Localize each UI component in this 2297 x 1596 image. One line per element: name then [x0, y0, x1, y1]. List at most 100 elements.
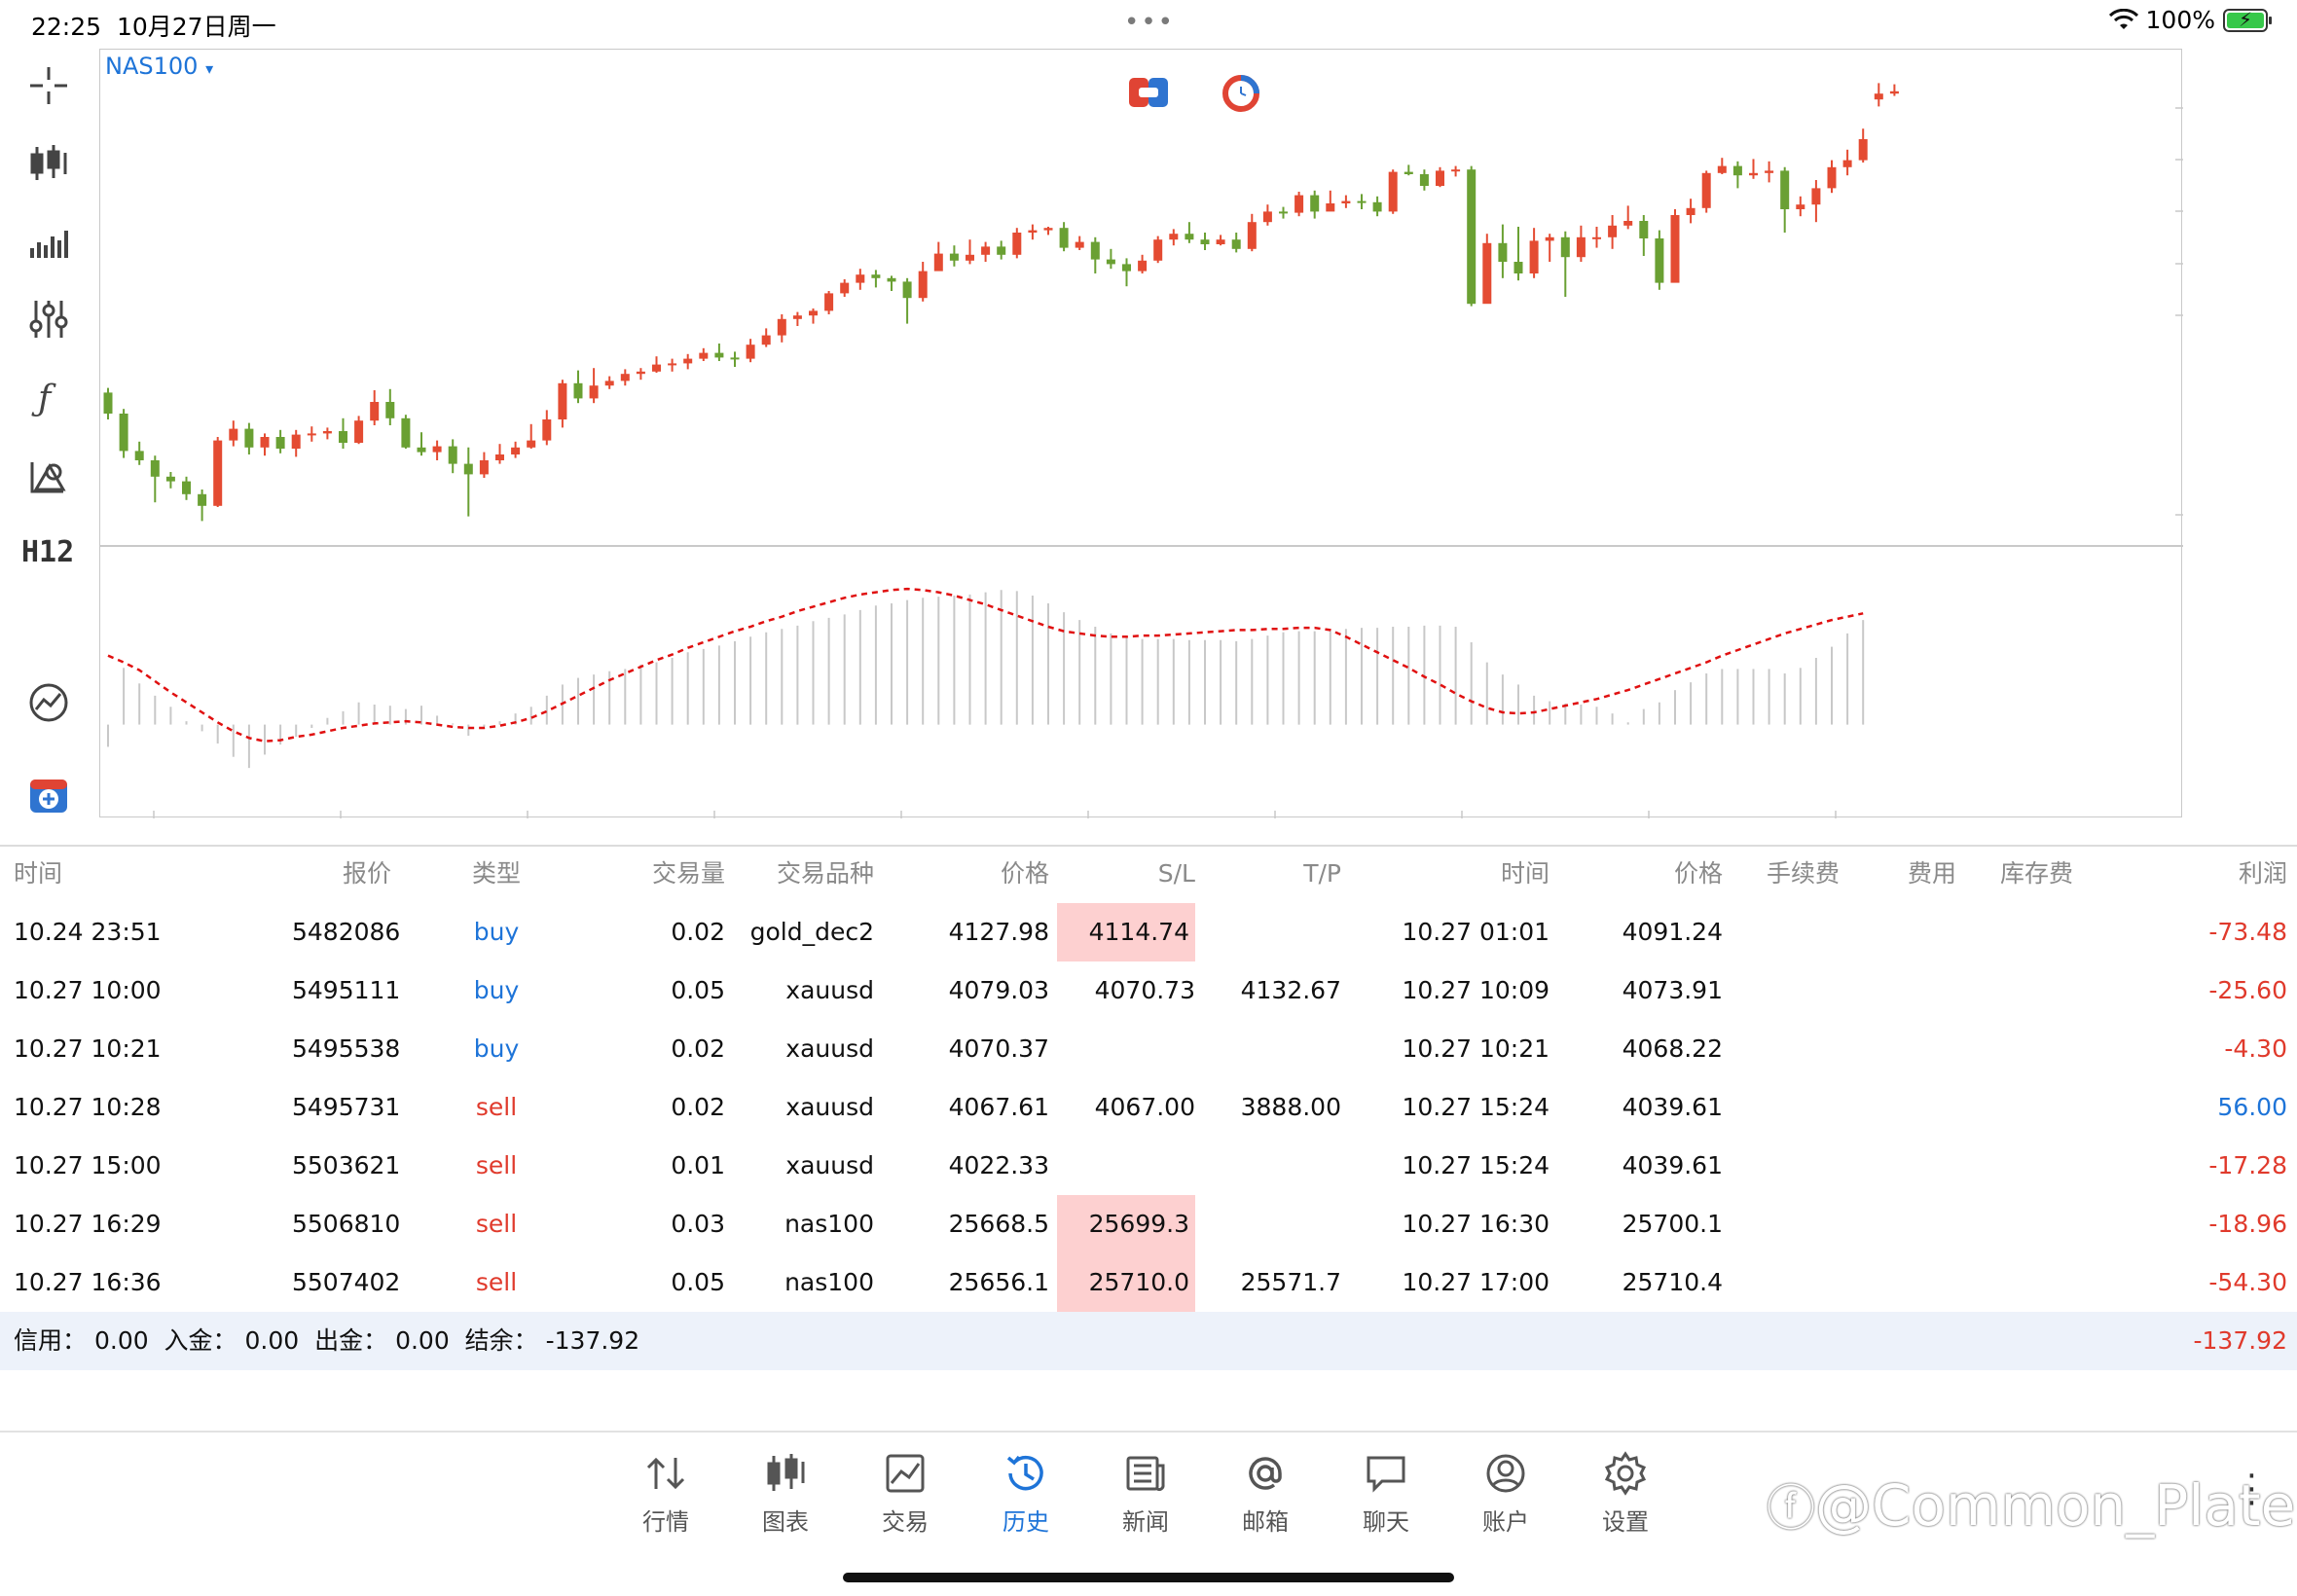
candle — [1858, 128, 1868, 163]
header-close-price[interactable]: 价格 — [1673, 859, 1723, 888]
one-click-trading-icon[interactable] — [1129, 76, 1168, 109]
tab-label: 行情 — [642, 1508, 689, 1536]
table-row[interactable]: 10.27 16:29 5506810 sell 0.03 nas100 25668.5 2… — [0, 1195, 2297, 1253]
tab-label: 历史 — [1003, 1508, 1049, 1536]
candles-icon[interactable] — [18, 132, 80, 195]
home-indicator[interactable] — [843, 1573, 1454, 1582]
candle — [1326, 190, 1335, 212]
cell-close-time: 10.27 01:01 — [1402, 918, 1550, 946]
candle — [746, 339, 755, 363]
tab-news[interactable]: 新闻 — [1097, 1444, 1194, 1551]
settings-sliders-icon[interactable] — [18, 288, 80, 350]
header-price[interactable]: 价格 — [1000, 859, 1049, 888]
cell-profit: -54.30 — [2208, 1268, 2287, 1296]
tab-settings[interactable]: 设置 — [1577, 1444, 1674, 1551]
table-row[interactable]: 10.27 10:00 5495111 buy 0.05 xauusd 4079.03 40… — [0, 961, 2297, 1020]
candle — [620, 369, 630, 386]
cell-time: 10.27 10:21 — [14, 1034, 162, 1063]
cell-close-price: 25700.1 — [1622, 1210, 1723, 1238]
price-chart[interactable] — [99, 49, 2183, 818]
symbol-selector[interactable]: NAS100 ▾ — [105, 53, 214, 80]
candle — [1090, 236, 1100, 273]
cell-profit: -25.60 — [2208, 976, 2287, 1004]
candle — [229, 420, 238, 447]
cell-time: 10.27 16:29 — [14, 1210, 162, 1238]
trend-indicator-icon[interactable] — [18, 671, 80, 734]
cell-type: buy — [473, 1034, 520, 1063]
header-fee[interactable]: 费用 — [1907, 859, 1956, 888]
candle — [1513, 227, 1523, 281]
cell-profit: 56.00 — [2217, 1093, 2287, 1121]
table-row[interactable]: 10.27 10:21 5495538 buy 0.02 xauusd 4070.37 10… — [0, 1020, 2297, 1078]
axis-ticks — [153, 107, 2183, 818]
objects-icon[interactable] — [18, 444, 80, 506]
candle — [1889, 84, 1899, 96]
header-time[interactable]: 时间 — [14, 859, 63, 888]
cell-volume: 0.05 — [671, 1268, 725, 1296]
tab-history[interactable]: 历史 — [977, 1444, 1075, 1551]
candle — [809, 308, 818, 324]
candle — [1200, 233, 1210, 250]
timer-icon[interactable] — [1221, 74, 1260, 117]
cell-type: sell — [475, 1093, 518, 1121]
battery-icon: ⚡ — [2223, 8, 2272, 32]
candle — [933, 241, 943, 272]
candle — [573, 370, 583, 404]
tab-quotes[interactable]: 行情 — [617, 1444, 714, 1551]
header-tp[interactable]: T/P — [1303, 859, 1341, 888]
table-row[interactable]: 10.27 16:36 5507402 sell 0.05 nas100 25656.1 2… — [0, 1253, 2297, 1312]
header-close-time[interactable]: 时间 — [1500, 859, 1550, 888]
candle — [699, 347, 709, 361]
header-quote[interactable]: 报价 — [342, 859, 391, 888]
candle — [322, 427, 332, 440]
cell-quote: 5506810 — [292, 1210, 401, 1238]
cell-type: sell — [475, 1151, 518, 1179]
header-type[interactable]: 类型 — [471, 859, 521, 888]
candle — [997, 240, 1006, 260]
candle — [1122, 258, 1131, 287]
header-symbol[interactable]: 交易品种 — [776, 859, 874, 888]
table-row[interactable]: 10.24 23:51 5482086 buy 0.02 gold_dec2 4127.9… — [0, 903, 2297, 961]
multitask-dots[interactable]: ••• — [1124, 8, 1176, 37]
cell-symbol: xauusd — [785, 1093, 874, 1121]
table-row[interactable]: 10.27 10:28 5495731 sell 0.02 xauusd 4067.61 4… — [0, 1078, 2297, 1137]
tab-chat[interactable]: 聊天 — [1337, 1444, 1435, 1551]
tab-account[interactable]: 账户 — [1457, 1444, 1554, 1551]
candle — [479, 452, 489, 478]
candle — [1811, 180, 1821, 223]
candle — [1138, 254, 1148, 273]
more-options-icon[interactable]: · · · — [2246, 1457, 2257, 1523]
header-swap[interactable]: 库存费 — [1999, 859, 2073, 888]
header-commission[interactable]: 手续费 — [1766, 859, 1840, 888]
candle — [1780, 166, 1790, 233]
timeframe-label[interactable]: H12 — [21, 535, 75, 569]
header-volume[interactable]: 交易量 — [651, 859, 725, 888]
tab-mail[interactable]: 邮箱 — [1217, 1444, 1314, 1551]
cell-price: 4067.61 — [948, 1093, 1049, 1121]
function-icon[interactable]: ƒ — [18, 366, 80, 428]
macd-histogram — [107, 590, 1865, 769]
indicators-icon[interactable] — [18, 210, 80, 272]
chart-canvas[interactable] — [100, 50, 2183, 818]
header-sl[interactable]: S/L — [1157, 859, 1195, 888]
candle — [432, 440, 442, 460]
add-indicator-icon[interactable] — [18, 765, 80, 827]
candle — [1749, 159, 1758, 179]
table-row[interactable]: 10.27 15:00 5503621 sell 0.01 xauusd 4022.33 1… — [0, 1137, 2297, 1195]
cell-volume: 0.01 — [671, 1151, 725, 1179]
candle — [291, 429, 301, 457]
cell-time: 10.24 23:51 — [14, 918, 162, 946]
candle — [668, 358, 677, 372]
news-icon — [1126, 1456, 1165, 1492]
cell-volume: 0.02 — [671, 1034, 725, 1063]
cell-volume: 0.02 — [671, 918, 725, 946]
candle — [902, 277, 912, 324]
candle — [1059, 222, 1069, 252]
tab-trade[interactable]: 交易 — [857, 1444, 954, 1551]
candle — [150, 455, 160, 503]
candle — [370, 390, 380, 425]
tab-chart[interactable]: 图表 — [737, 1444, 834, 1551]
crosshair-icon[interactable] — [18, 54, 80, 117]
wifi-icon — [2108, 8, 2138, 29]
header-profit[interactable]: 利润 — [2238, 859, 2287, 888]
